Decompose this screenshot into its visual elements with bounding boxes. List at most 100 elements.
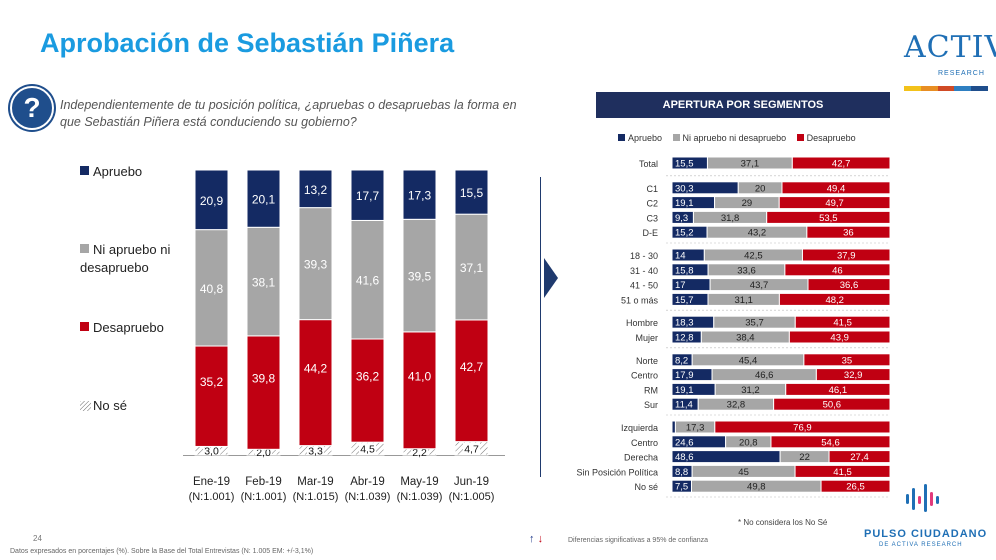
nose-label-bg bbox=[255, 450, 272, 455]
segment-value: 15,8 bbox=[675, 265, 694, 276]
data-label: 39,3 bbox=[304, 258, 328, 272]
legend-swatch-ni bbox=[672, 134, 680, 141]
segment-value: 8,2 bbox=[675, 355, 688, 366]
category-sublabel: (N:1.005) bbox=[449, 491, 495, 503]
segment-bar bbox=[778, 196, 891, 210]
legend-label: Ni apruebo ni desapruebo bbox=[682, 133, 787, 143]
segment-label: 18 - 30 bbox=[630, 251, 658, 261]
segment-value: 45,4 bbox=[739, 355, 758, 366]
segment-value: 30,3 bbox=[675, 183, 694, 194]
data-label: 38,1 bbox=[252, 276, 276, 290]
segment-value: 11,4 bbox=[675, 400, 693, 411]
segment-bar bbox=[773, 397, 891, 411]
bar-segment bbox=[246, 226, 281, 337]
bar-segment bbox=[194, 169, 229, 231]
bar-segment bbox=[402, 331, 437, 450]
segment-value: 45 bbox=[738, 467, 749, 478]
data-label: 39,8 bbox=[252, 372, 276, 386]
legend-label: Desapruebo bbox=[806, 133, 856, 143]
legend-ni: Ni apruebo ni desapruebo bbox=[80, 241, 170, 277]
segment-bar bbox=[781, 181, 891, 195]
segment-label: 41 - 50 bbox=[630, 281, 658, 291]
segment-value: 36,6 bbox=[840, 280, 859, 291]
bar-segment bbox=[298, 169, 333, 209]
segment-value: 48,2 bbox=[825, 295, 844, 306]
segment-value: 26,5 bbox=[846, 482, 865, 493]
survey-question: Independientemente de tu posición políti… bbox=[60, 98, 517, 129]
segment-label: C3 bbox=[646, 213, 658, 223]
segment-value: 20 bbox=[755, 183, 766, 194]
category-label: Feb-19 bbox=[245, 476, 281, 488]
segment-value: 49,4 bbox=[827, 183, 846, 194]
segment-value: 76,9 bbox=[793, 423, 812, 434]
segment-label: Izquierda bbox=[621, 423, 658, 433]
segment-value: 42,5 bbox=[744, 251, 763, 262]
segment-label: Sin Posición Política bbox=[576, 467, 658, 477]
segment-value: 54,6 bbox=[821, 437, 840, 448]
segment-value: 19,1 bbox=[675, 198, 694, 209]
legend-aprueba: Apruebo bbox=[80, 164, 142, 179]
data-label: 39,5 bbox=[408, 270, 432, 284]
significance-text: Diferencias significativas a 95% de conf… bbox=[568, 537, 709, 544]
approval-stacked-bar-chart: 3,0 35,2 40,8 20,9 Ene-19 (N:1.001) 2,0 39,8 38,… bbox=[183, 169, 505, 503]
bar-segment bbox=[454, 169, 489, 215]
segment-bar bbox=[794, 464, 891, 478]
bar-segment bbox=[454, 213, 489, 321]
segment-label: Total bbox=[639, 159, 658, 169]
page-title: Aprobación de Sebastián Piñera bbox=[40, 28, 455, 58]
segment-label: 31 - 40 bbox=[630, 266, 658, 276]
legend-label: Apruebo bbox=[93, 164, 143, 179]
segment-label: No sé bbox=[634, 482, 658, 492]
strip-segment bbox=[904, 86, 921, 91]
bar-segment bbox=[246, 169, 281, 228]
arrow-up-icon: ↑ bbox=[529, 533, 535, 545]
segment-bar bbox=[714, 420, 891, 434]
legend-label: Desapruebo bbox=[93, 320, 164, 335]
category-sublabel: (N:1.039) bbox=[397, 491, 443, 503]
bar-segment bbox=[454, 319, 489, 443]
brand-color-strip bbox=[904, 86, 988, 91]
category-label: Jun-19 bbox=[454, 476, 489, 488]
nose-label-bg bbox=[359, 443, 376, 455]
segment-value: 36 bbox=[843, 228, 854, 239]
data-label: 41,6 bbox=[356, 274, 380, 288]
data-label: 17,7 bbox=[356, 189, 380, 203]
legend-label: Apruebo bbox=[628, 133, 663, 143]
logo-subtitle: RESEARCH bbox=[938, 70, 985, 77]
segment-label: 51 o más bbox=[621, 295, 659, 305]
question-icon: ? bbox=[10, 86, 54, 130]
segment-bar bbox=[778, 292, 891, 306]
category-label: Abr-19 bbox=[350, 476, 385, 488]
category-sublabel: (N:1.001) bbox=[189, 491, 235, 503]
segment-value: 9,3 bbox=[675, 213, 688, 224]
segment-value: 41,5 bbox=[833, 318, 852, 329]
data-label: 15,5 bbox=[460, 186, 484, 200]
legend-label: Ni apruebo ni bbox=[93, 242, 171, 257]
strip-segment bbox=[954, 86, 972, 91]
legend-swatch-ni bbox=[80, 244, 89, 253]
category-label: Mar-19 bbox=[297, 476, 333, 488]
segment-value: 31,8 bbox=[721, 213, 740, 224]
bar-segment bbox=[350, 219, 385, 340]
segment-label: D-E bbox=[643, 228, 659, 238]
segment-label: Mujer bbox=[635, 333, 658, 343]
segment-value: 49,8 bbox=[747, 482, 766, 493]
segment-value: 27,4 bbox=[850, 452, 869, 463]
segment-bar bbox=[791, 156, 891, 170]
segment-value: 53,5 bbox=[819, 213, 838, 224]
bar-segment bbox=[402, 169, 437, 220]
legend-desaprueba: Desapruebo bbox=[80, 320, 164, 335]
segment-bar bbox=[815, 368, 891, 382]
legend-label: No sé bbox=[93, 398, 127, 413]
segment-value: 15,5 bbox=[675, 159, 694, 170]
bar-segment bbox=[246, 335, 281, 450]
segment-value: 46,6 bbox=[755, 370, 774, 381]
segment-label: C1 bbox=[646, 184, 658, 194]
segment-label: Centro bbox=[631, 371, 658, 381]
segment-value: 46,1 bbox=[829, 385, 848, 396]
segment-value: 41,5 bbox=[833, 467, 852, 478]
nose-label-bg bbox=[307, 446, 324, 455]
segments-stacked-bar-chart: Total 15,5 37,1 42,7 C1 30,3 20 49,4 C2 19,1 29 49,… bbox=[576, 156, 891, 498]
data-label: 42,7 bbox=[460, 360, 484, 374]
segment-value: 43,2 bbox=[748, 228, 767, 239]
